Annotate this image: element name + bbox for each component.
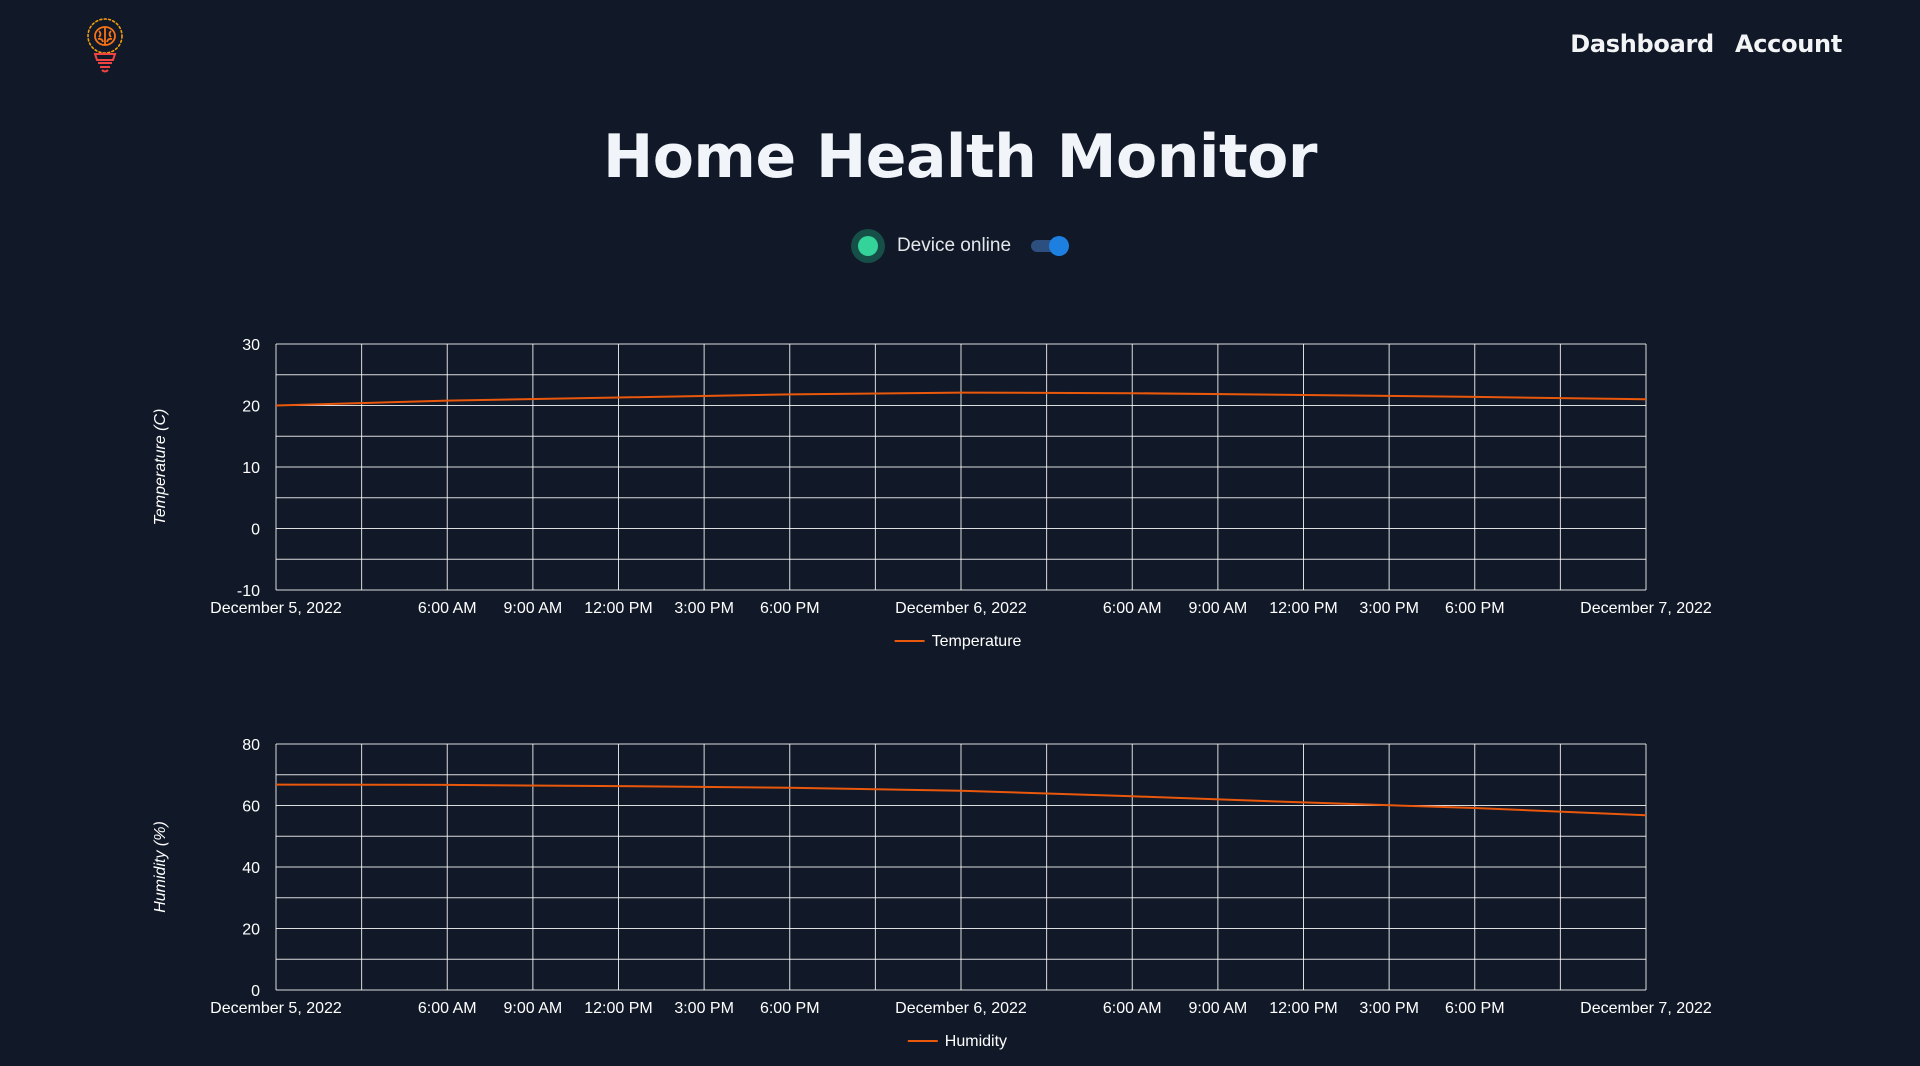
main-nav: Dashboard Account (1570, 30, 1842, 58)
y-tick-label: 80 (242, 737, 260, 754)
x-tick-label: December 5, 2022 (210, 1000, 342, 1017)
y-axis-label: Temperature (C) (152, 409, 169, 526)
x-tick-label: 6:00 PM (1445, 1000, 1505, 1017)
x-tick-label: 9:00 AM (1189, 1000, 1248, 1017)
y-tick-label: 0 (251, 522, 260, 539)
x-tick-label: 12:00 PM (1269, 600, 1337, 617)
online-indicator-icon (850, 229, 885, 263)
x-tick-label: 3:00 PM (1359, 1000, 1419, 1017)
nav-account-link[interactable]: Account (1734, 30, 1842, 58)
x-tick-label: December 5, 2022 (210, 600, 342, 617)
x-tick-label: 9:00 AM (504, 1000, 563, 1017)
y-tick-label: 20 (242, 399, 260, 416)
brain-lightbulb-icon[interactable] (82, 16, 128, 74)
x-tick-label: 12:00 PM (584, 1000, 652, 1017)
toggle-knob[interactable] (1049, 236, 1070, 256)
x-tick-label: 3:00 PM (674, 600, 734, 617)
x-tick-label: 6:00 PM (1445, 600, 1505, 617)
page-title: Home Health Monitor (603, 122, 1318, 192)
x-tick-label: 6:00 AM (418, 600, 477, 617)
y-axis-label: Humidity (%) (152, 821, 169, 913)
device-toggle[interactable] (1031, 236, 1070, 256)
x-tick-label: 6:00 PM (760, 600, 820, 617)
x-tick-label: 3:00 PM (674, 1000, 734, 1017)
x-tick-label: 6:00 AM (1103, 600, 1162, 617)
y-tick-label: 30 (242, 337, 260, 354)
series-line (275, 391, 1647, 407)
device-status: Device online (0, 228, 1920, 264)
series-line (275, 783, 1647, 817)
y-tick-label: 60 (242, 799, 260, 816)
x-tick-label: 6:00 AM (418, 1000, 477, 1017)
y-tick-label: 40 (242, 860, 260, 877)
x-tick-label: 12:00 PM (1269, 1000, 1337, 1017)
y-tick-label: 0 (251, 983, 260, 1000)
x-tick-label: December 6, 2022 (895, 1000, 1027, 1017)
y-tick-label: 10 (242, 460, 260, 477)
legend-label: Humidity (945, 1033, 1007, 1050)
y-tick-label: 20 (242, 922, 260, 939)
x-tick-label: 9:00 AM (504, 600, 563, 617)
x-tick-label: 6:00 PM (760, 1000, 820, 1017)
y-tick-label: -10 (237, 583, 260, 600)
x-tick-label: 12:00 PM (584, 600, 652, 617)
nav-dashboard-link[interactable]: Dashboard (1570, 30, 1714, 58)
legend-label: Temperature (932, 633, 1022, 650)
x-tick-label: 6:00 AM (1103, 1000, 1162, 1017)
x-tick-label: December 7, 2022 (1580, 1000, 1712, 1017)
x-tick-label: December 7, 2022 (1580, 600, 1712, 617)
x-tick-label: December 6, 2022 (895, 600, 1027, 617)
x-tick-label: 9:00 AM (1189, 600, 1248, 617)
status-label: Device online (896, 235, 1012, 256)
x-tick-label: 3:00 PM (1359, 600, 1419, 617)
